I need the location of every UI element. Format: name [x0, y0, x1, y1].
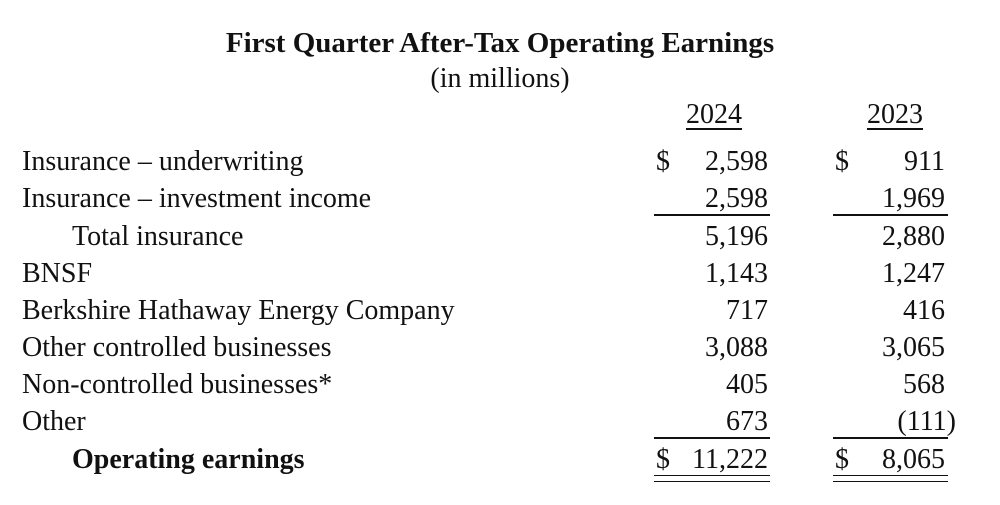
value-2024: 2,598 — [705, 183, 768, 214]
currency-symbol: $ — [835, 146, 849, 177]
value-2023: 911 — [904, 146, 945, 177]
double-underline — [654, 475, 770, 482]
statement-title: First Quarter After-Tax Operating Earnin… — [225, 27, 775, 59]
subtotal-rule — [654, 214, 770, 216]
row-label: Insurance – investment income — [22, 183, 372, 214]
currency-symbol: $ — [656, 146, 670, 177]
row-label: Total insurance — [72, 221, 244, 252]
total-rule — [654, 437, 770, 439]
value-2024: 673 — [726, 406, 768, 437]
value-2023: 416 — [903, 295, 945, 326]
total-rule — [833, 437, 948, 439]
table-row: Total insurance 5,196 2,880 — [0, 218, 1000, 255]
value-2023: 8,065 — [882, 444, 945, 475]
table-row: BNSF 1,143 1,247 — [0, 255, 1000, 292]
table-row: Insurance – investment income 2,598 1,96… — [0, 180, 1000, 217]
value-2024: 717 — [726, 295, 768, 326]
row-label: Other — [22, 406, 86, 437]
value-2024: 2,598 — [705, 146, 768, 177]
row-label: Operating earnings — [72, 444, 305, 475]
value-2023: 568 — [903, 369, 945, 400]
value-2024: 405 — [726, 369, 768, 400]
row-label: Non-controlled businesses* — [22, 369, 333, 400]
row-label: Other controlled businesses — [22, 332, 332, 363]
value-2023: 1,247 — [882, 258, 945, 289]
row-label: Berkshire Hathaway Energy Company — [22, 295, 455, 326]
value-2023: 1,969 — [882, 183, 945, 214]
double-underline — [833, 475, 948, 482]
row-label: Insurance – underwriting — [22, 146, 304, 177]
table-row: Insurance – underwriting $ 2,598 $ 911 — [0, 143, 1000, 180]
currency-symbol: $ — [835, 444, 849, 475]
value-2023: 3,065 — [882, 332, 945, 363]
table-row: Other 673 (111) — [0, 403, 1000, 440]
table-row: Other controlled businesses 3,088 3,065 — [0, 329, 1000, 366]
value-2023: (111) — [897, 406, 956, 437]
statement-subtitle: (in millions) — [430, 63, 570, 94]
subtotal-rule — [833, 214, 948, 216]
value-2024: 3,088 — [705, 332, 768, 363]
currency-symbol: $ — [656, 444, 670, 475]
value-2024: 1,143 — [705, 258, 768, 289]
value-2023: 2,880 — [882, 221, 945, 252]
table-row: Non-controlled businesses* 405 568 — [0, 366, 1000, 403]
column-header-2024: 2024 — [686, 99, 742, 130]
table-row-total: Operating earnings $ 11,222 $ 8,065 — [0, 441, 1000, 478]
value-2024: 11,222 — [692, 444, 768, 475]
column-header-2023: 2023 — [867, 99, 923, 130]
table-row: Berkshire Hathaway Energy Company 717 41… — [0, 292, 1000, 329]
row-label: BNSF — [22, 258, 93, 289]
value-2024: 5,196 — [705, 221, 768, 252]
